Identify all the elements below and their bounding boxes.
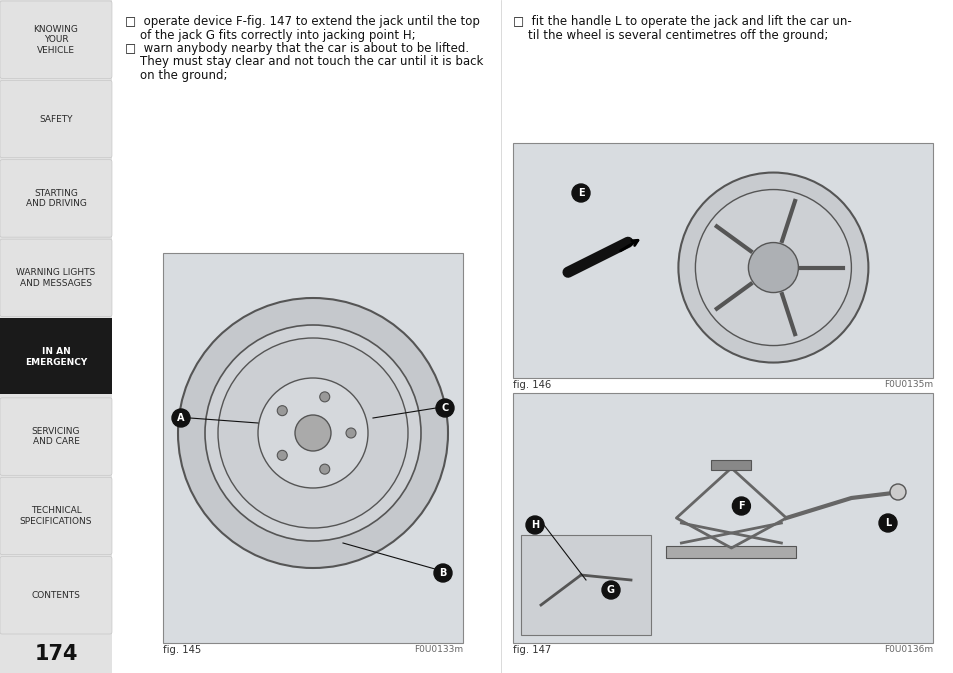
- Bar: [711, 460, 751, 470]
- Text: G: G: [606, 585, 615, 595]
- Circle shape: [257, 378, 368, 488]
- Text: A: A: [177, 413, 185, 423]
- Text: fig. 147: fig. 147: [513, 645, 551, 655]
- Circle shape: [732, 497, 750, 515]
- Text: L: L: [884, 518, 890, 528]
- Circle shape: [434, 564, 452, 582]
- Bar: [513, 393, 932, 643]
- Text: til the wheel is several centimetres off the ground;: til the wheel is several centimetres off…: [513, 28, 827, 42]
- Circle shape: [525, 516, 543, 534]
- Text: on the ground;: on the ground;: [125, 69, 227, 82]
- Text: CONTENTS: CONTENTS: [31, 591, 80, 600]
- Text: H: H: [531, 520, 538, 530]
- FancyBboxPatch shape: [0, 239, 112, 316]
- Circle shape: [205, 325, 420, 541]
- Circle shape: [319, 464, 330, 474]
- Text: F0U0133m: F0U0133m: [414, 645, 462, 654]
- Circle shape: [319, 392, 330, 402]
- FancyBboxPatch shape: [0, 80, 112, 157]
- Circle shape: [878, 514, 896, 532]
- Text: SERVICING
AND CARE: SERVICING AND CARE: [31, 427, 80, 446]
- Circle shape: [178, 298, 448, 568]
- Text: E: E: [578, 188, 583, 198]
- Circle shape: [572, 184, 589, 202]
- Text: KNOWING
YOUR
VEHICLE: KNOWING YOUR VEHICLE: [33, 25, 78, 55]
- Circle shape: [277, 450, 287, 460]
- Text: F: F: [738, 501, 744, 511]
- Circle shape: [218, 338, 408, 528]
- Bar: [666, 546, 796, 558]
- Text: IN AN
EMERGENCY: IN AN EMERGENCY: [25, 347, 87, 367]
- Text: TECHNICAL
SPECIFICATIONS: TECHNICAL SPECIFICATIONS: [20, 506, 92, 526]
- Text: □  fit the handle L to operate the jack and lift the car un-: □ fit the handle L to operate the jack a…: [513, 15, 851, 28]
- FancyBboxPatch shape: [0, 1, 112, 78]
- Bar: [520, 535, 650, 635]
- Circle shape: [436, 399, 454, 417]
- Text: of the jack G fits correctly into jacking point H;: of the jack G fits correctly into jackin…: [125, 28, 416, 42]
- Text: SAFETY: SAFETY: [39, 114, 72, 124]
- FancyBboxPatch shape: [0, 398, 112, 475]
- Text: STARTING
AND DRIVING: STARTING AND DRIVING: [26, 188, 87, 208]
- Bar: [0, 318, 112, 394]
- Circle shape: [695, 190, 850, 345]
- Circle shape: [747, 242, 798, 293]
- Text: F0U0136m: F0U0136m: [882, 645, 932, 654]
- Text: fig. 146: fig. 146: [513, 380, 551, 390]
- Text: 174: 174: [34, 644, 77, 664]
- Bar: [513, 143, 932, 378]
- Text: They must stay clear and not touch the car until it is back: They must stay clear and not touch the c…: [125, 55, 483, 69]
- FancyBboxPatch shape: [0, 557, 112, 634]
- Text: □  warn anybody nearby that the car is about to be lifted.: □ warn anybody nearby that the car is ab…: [125, 42, 469, 55]
- Text: F0U0135m: F0U0135m: [882, 380, 932, 389]
- Text: C: C: [441, 403, 448, 413]
- Bar: [163, 253, 462, 643]
- Circle shape: [277, 406, 287, 416]
- Text: B: B: [438, 568, 446, 578]
- Circle shape: [294, 415, 331, 451]
- FancyBboxPatch shape: [0, 477, 112, 555]
- FancyBboxPatch shape: [0, 160, 112, 237]
- Circle shape: [678, 172, 867, 363]
- Circle shape: [601, 581, 619, 599]
- Circle shape: [172, 409, 190, 427]
- Text: □  operate device F-fig. 147 to extend the jack until the top: □ operate device F-fig. 147 to extend th…: [125, 15, 479, 28]
- Circle shape: [889, 484, 905, 500]
- Text: WARNING LIGHTS
AND MESSAGES: WARNING LIGHTS AND MESSAGES: [16, 268, 95, 287]
- Text: fig. 145: fig. 145: [163, 645, 201, 655]
- Bar: [0, 0, 112, 673]
- Circle shape: [346, 428, 355, 438]
